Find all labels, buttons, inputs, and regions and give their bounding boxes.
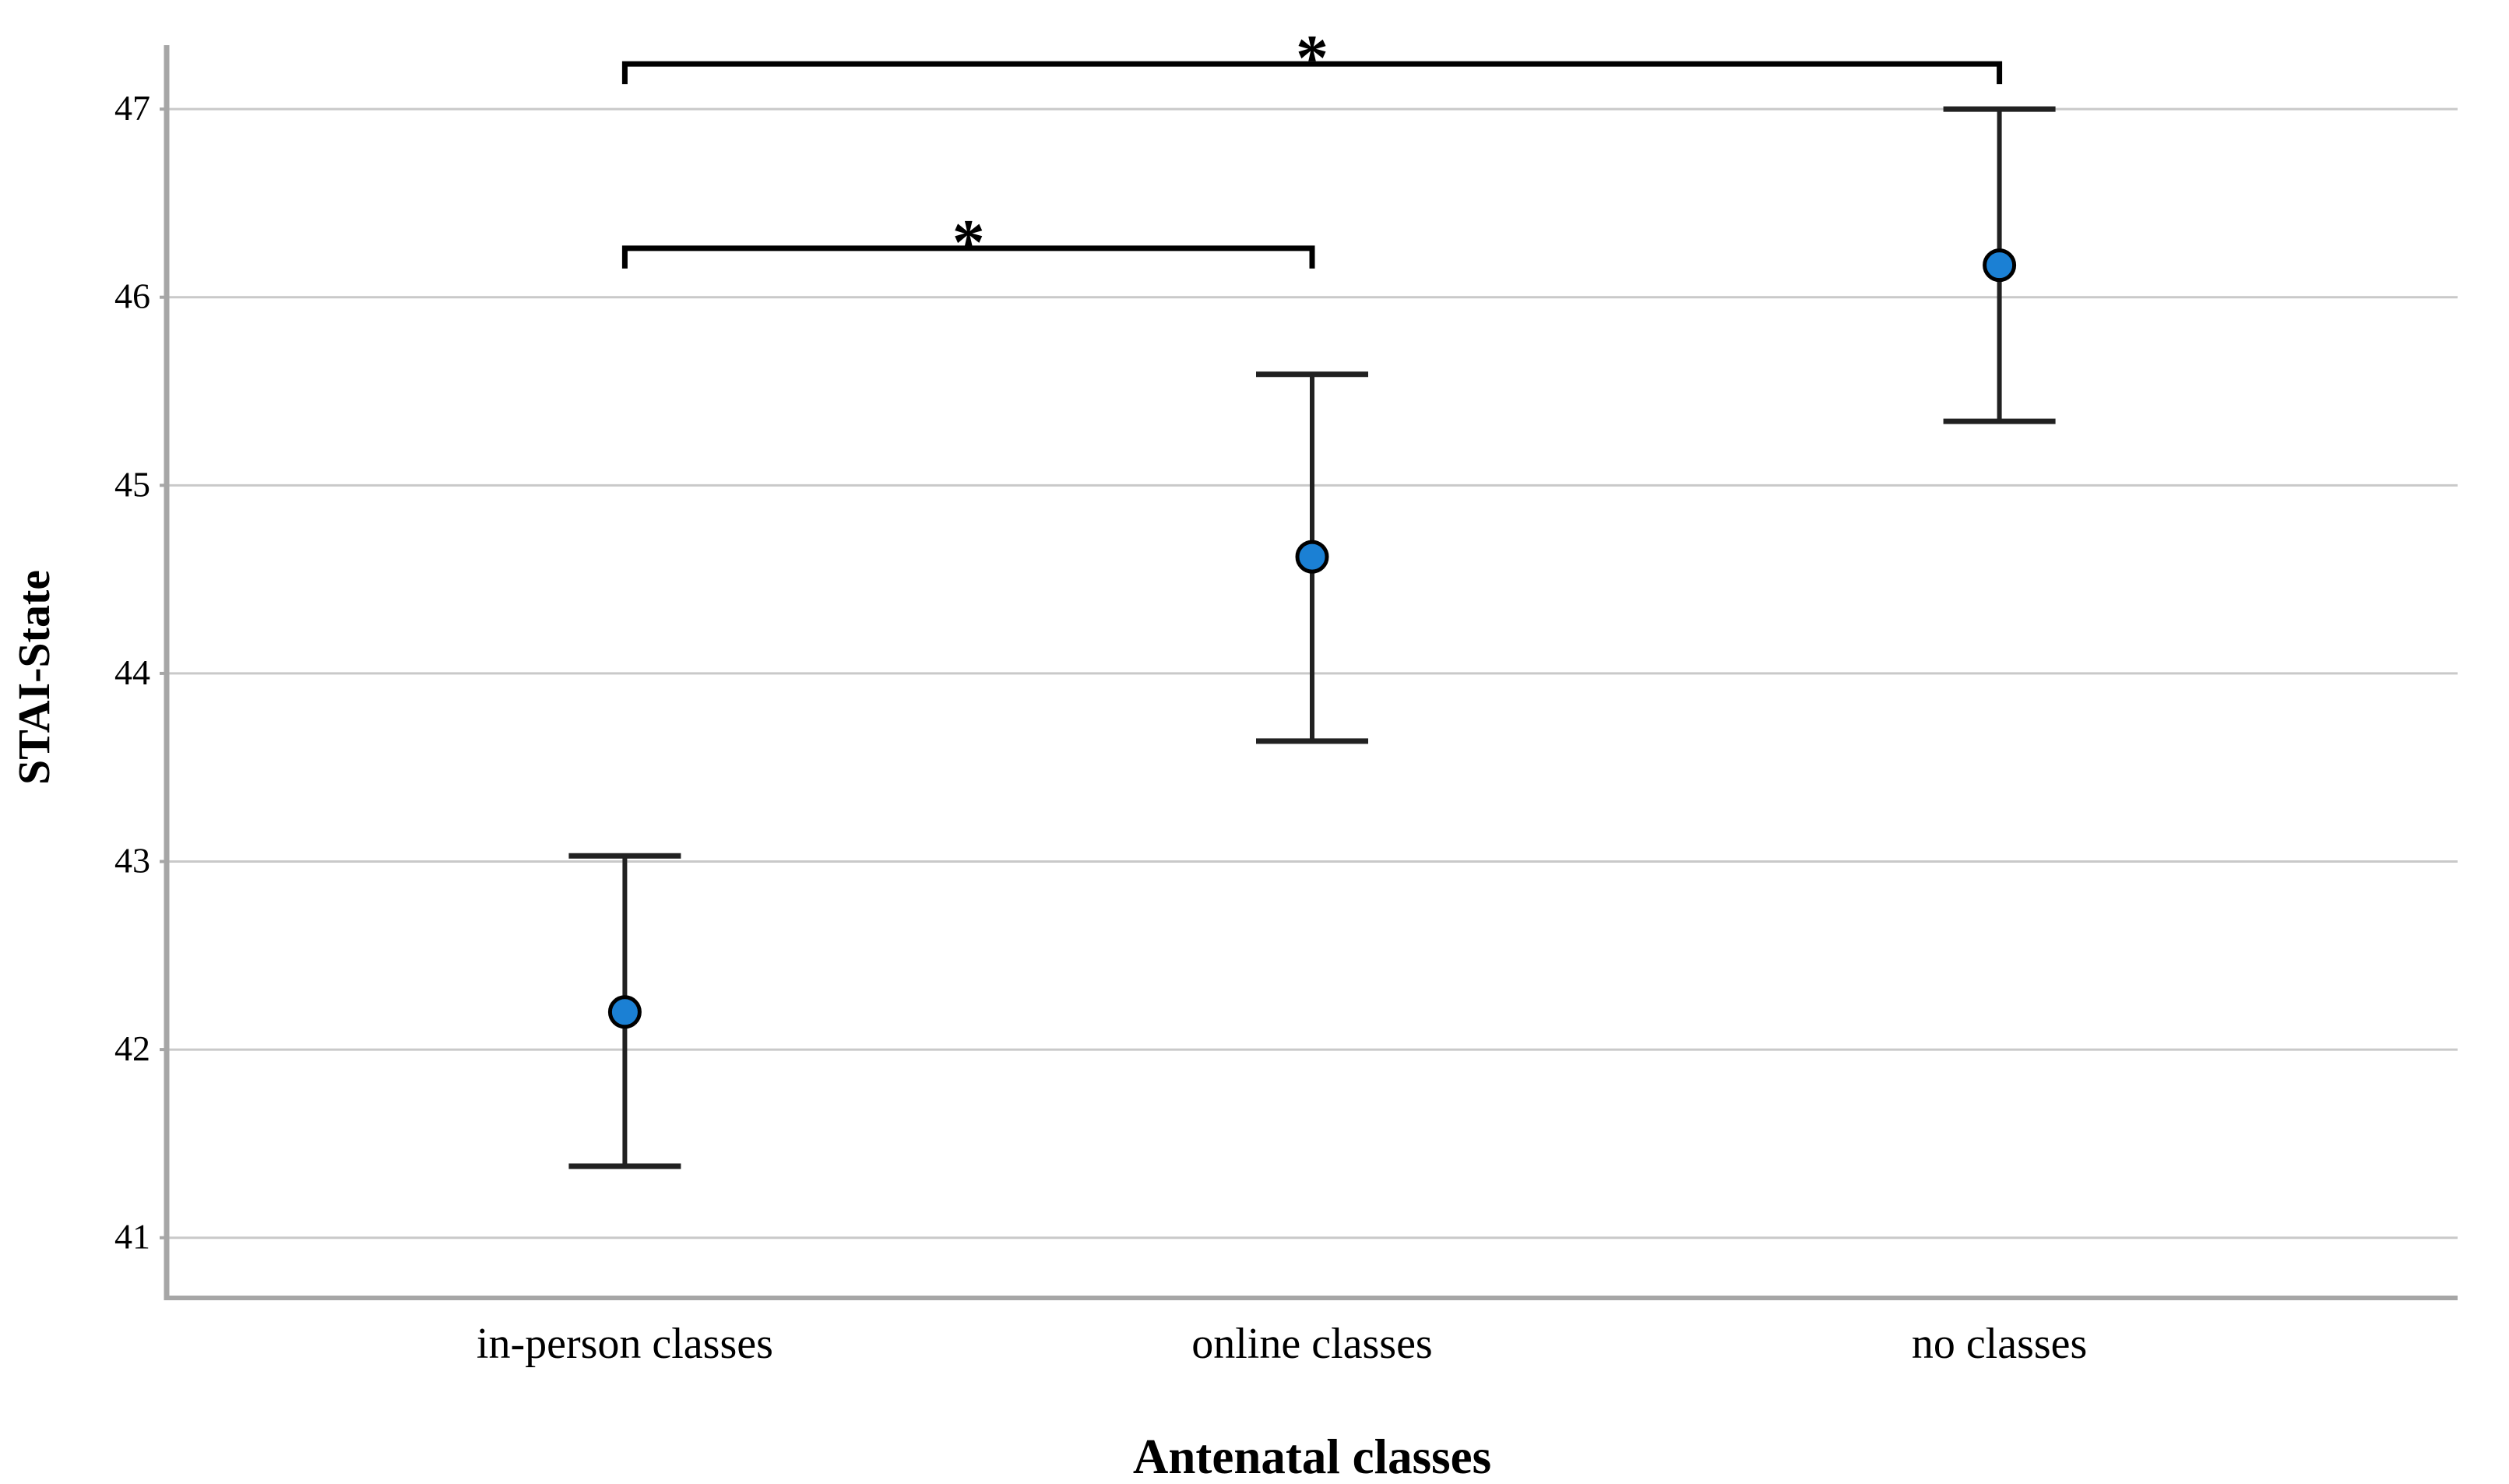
y-axis-title: STAI-State [9, 570, 59, 785]
error-bar-1 [568, 853, 681, 1169]
significance-asterisk-1: * [1296, 22, 1328, 94]
y-tick-label-41: 41 [114, 1217, 150, 1257]
x-category-labels: in-person classes online classes no classe… [477, 1320, 2087, 1368]
error-bar-2 [1256, 371, 1368, 744]
x-category-label-2: online classes [1191, 1320, 1432, 1368]
y-tick-label-43: 43 [114, 841, 150, 881]
y-tick-label-47: 47 [114, 88, 150, 128]
x-category-label-1: in-person classes [477, 1320, 773, 1368]
y-tick-labels: 41 42 43 44 45 46 47 [114, 88, 150, 1257]
x-axis-title: Antenatal classes [1133, 1429, 1491, 1484]
axes-frame [160, 45, 2458, 1300]
error-bar-3 [1943, 106, 2056, 424]
mean-marker [1295, 540, 1329, 574]
x-category-label-3: no classes [1912, 1320, 2088, 1368]
mean-marker [1983, 248, 2017, 283]
y-tick-label-44: 44 [114, 652, 150, 692]
significance-bracket-2 [621, 245, 1315, 269]
error-bar-series [568, 106, 2056, 1169]
y-tick-label-46: 46 [114, 276, 150, 316]
significance-asterisk-2: * [952, 206, 985, 279]
significance-bracket-1 [621, 61, 2003, 85]
mean-marker [607, 995, 642, 1029]
significance-brackets: ** [621, 22, 2003, 279]
y-tick-label-42: 42 [114, 1029, 150, 1068]
y-tick-label-45: 45 [114, 464, 150, 504]
